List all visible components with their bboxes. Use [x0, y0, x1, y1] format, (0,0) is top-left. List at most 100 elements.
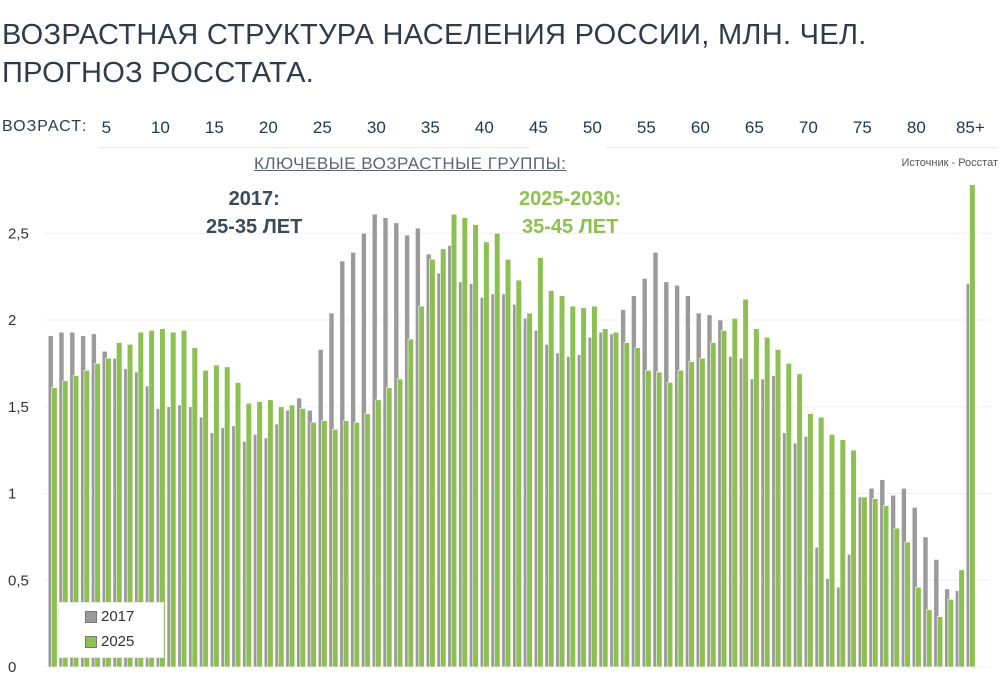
legend-swatch-2017 — [85, 610, 97, 623]
bar-2025-age-48 — [569, 305, 576, 668]
age-axis-label: ВОЗРАСТ: — [2, 118, 88, 135]
bar-2025-age-75 — [861, 496, 868, 668]
y-tick-label: 2 — [8, 312, 16, 329]
key-age-groups-label: КЛЮЧЕВЫЕ ВОЗРАСТНЫЕ ГРУППЫ: — [254, 154, 567, 173]
chart-title-line-2: ПРОГНОЗ РОССТАТА. — [2, 57, 315, 89]
bar-2025-age-17 — [234, 382, 242, 668]
legend-item-2017: 2017 — [85, 608, 134, 625]
bar-2025-age-51 — [602, 328, 609, 668]
age-axis-rule-left — [100, 147, 530, 148]
bar-2025-age-71 — [818, 416, 825, 668]
bar-2025-age-54 — [634, 347, 641, 668]
legend-label-2025: 2025 — [101, 633, 135, 650]
bar-2025-age-27 — [342, 420, 350, 668]
bar-2025-age-22 — [288, 404, 296, 668]
chart-legend: 2017 2025 — [58, 602, 164, 658]
age-tick-45: 45 — [528, 118, 548, 137]
bar-2025-age-85+ — [969, 184, 976, 668]
bar-2025-age-32 — [396, 378, 404, 668]
age-tick-30: 30 — [366, 118, 386, 137]
age-tick-15: 15 — [204, 118, 224, 137]
y-tick-label: 1 — [8, 486, 16, 503]
bar-2025-age-58 — [677, 370, 684, 668]
bar-2025-age-66 — [764, 337, 771, 668]
annotation-2025-range: 35-45 ЛЕТ — [522, 216, 619, 238]
bar-2025-age-34 — [418, 305, 425, 668]
annotation-2025-year: 2025-2030: — [519, 188, 622, 210]
bar-2025-age-53 — [623, 342, 630, 668]
bar-2025-age-77 — [882, 505, 890, 668]
bar-2025-age-59 — [688, 361, 695, 668]
legend-label-2017: 2017 — [101, 608, 135, 625]
bar-2025-age-20 — [267, 399, 274, 668]
age-tick-50: 50 — [582, 118, 602, 137]
bar-2025-age-68 — [785, 363, 792, 668]
age-tick-85+: 85+ — [955, 118, 985, 137]
age-tick-75: 75 — [852, 118, 872, 137]
bar-2025-age-41 — [494, 232, 501, 668]
bar-2025-age-9 — [148, 330, 155, 668]
bar-2025-age-79 — [904, 541, 911, 668]
bar-2025-age-12 — [180, 330, 188, 668]
bar-2025-age-5 — [105, 357, 112, 668]
bar-2025-age-24 — [310, 422, 317, 668]
bar-2025-age-45 — [537, 257, 544, 668]
bar-2017-age-81 — [922, 536, 929, 668]
age-axis-rule-right — [606, 147, 996, 148]
bar-2025-age-63 — [731, 317, 738, 668]
bar-2025-age-35 — [429, 258, 436, 668]
bar-2025-age-3 — [83, 370, 90, 668]
bar-2025-age-1 — [62, 380, 69, 668]
bar-2025-age-33 — [407, 338, 414, 668]
bar-2025-age-40 — [483, 241, 490, 668]
annotation-2017-year: 2017: — [228, 188, 280, 210]
bar-2025-age-39 — [472, 224, 479, 668]
bar-2025-age-50 — [591, 305, 598, 668]
bar-2025-age-19 — [256, 401, 263, 668]
bar-2025-age-44 — [526, 312, 533, 668]
bar-2025-age-62 — [720, 330, 728, 668]
bar-2025-age-30 — [375, 399, 382, 668]
bar-2025-age-4 — [94, 363, 101, 668]
bar-2025-age-70 — [807, 413, 814, 668]
bar-2025-age-7 — [126, 343, 134, 668]
bar-2025-age-21 — [278, 406, 285, 668]
bar-2025-age-31 — [386, 387, 393, 668]
y-tick-label: 0 — [8, 659, 16, 676]
bar-2025-age-18 — [245, 402, 252, 668]
bar-2025-age-6 — [116, 342, 123, 668]
bar-2025-age-52 — [612, 331, 620, 668]
bar-2025-age-36 — [440, 248, 447, 668]
bar-2025-age-26 — [332, 428, 339, 668]
age-tick-70: 70 — [798, 118, 818, 137]
bar-2025-age-49 — [580, 307, 587, 668]
y-tick-label: 2,5 — [8, 225, 29, 242]
age-tick-80: 80 — [906, 118, 926, 137]
source-note: Источник - Росстат — [901, 157, 998, 169]
bar-2025-age-42 — [504, 258, 512, 668]
bar-2025-age-76 — [872, 498, 879, 668]
bar-2025-age-60 — [699, 357, 706, 668]
annotation-2025: 2025-2030: 35-45 ЛЕТ — [519, 185, 621, 241]
bar-2025-age-14 — [202, 370, 209, 668]
bar-2025-age-64 — [742, 298, 749, 668]
bar-2025-age-11 — [170, 331, 177, 668]
bar-2025-age-25 — [321, 420, 328, 668]
age-tick-35: 35 — [420, 118, 440, 137]
bar-2025-age-81 — [926, 609, 933, 668]
bar-2025-age-78 — [893, 527, 900, 668]
annotation-2017: 2017: 25-35 ЛЕТ — [206, 185, 302, 241]
legend-swatch-2025 — [85, 635, 97, 648]
age-tick-5: 5 — [101, 118, 112, 137]
bar-2025-age-84 — [958, 569, 965, 668]
bar-2017-age-82 — [933, 559, 940, 668]
bar-2025-age-10 — [159, 328, 166, 668]
bar-2025-age-43 — [515, 279, 522, 668]
bar-2025-age-67 — [774, 349, 782, 668]
legend-item-2025: 2025 — [85, 633, 134, 650]
bar-2025-age-15 — [213, 364, 220, 668]
bar-2025-age-74 — [850, 449, 857, 668]
bar-2025-age-28 — [353, 422, 360, 668]
bar-2025-age-0 — [51, 387, 58, 668]
